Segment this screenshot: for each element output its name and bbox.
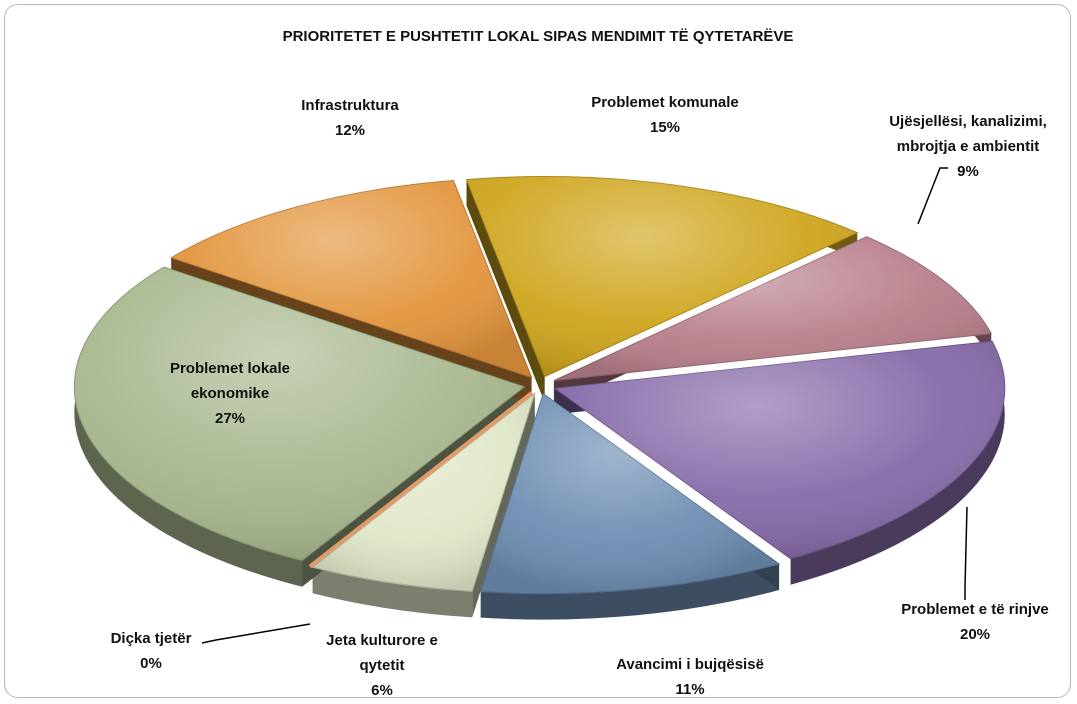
slice-label: Problemet lokale ekonomike 27%: [170, 360, 290, 427]
leader-line: [201, 623, 311, 644]
pie-slice-gloss: [171, 180, 532, 378]
slice-label: Problemet e të rinjve 20%: [901, 601, 1049, 643]
pie-slice: [308, 391, 534, 569]
pie-slice-wall: [472, 393, 535, 618]
pie-slice-gloss: [312, 393, 535, 592]
slice-percent: 15%: [650, 119, 680, 136]
slice-label: Avancimi i bujqësisë 11%: [616, 656, 764, 698]
slice-name: qytetit: [360, 657, 405, 674]
slice-percent: 11%: [675, 681, 704, 698]
slice-name: Diçka tjetër: [111, 630, 192, 647]
leader-line: [917, 167, 948, 225]
slice-percent: 0%: [140, 655, 162, 672]
pie-slice-wall: [466, 179, 545, 403]
slice-label: Ujësjellësi, kanalizimi, mbrojtja e ambie…: [889, 113, 1047, 180]
slice-percent: 9%: [957, 163, 979, 180]
slice-name: Problemet lokale: [170, 360, 290, 377]
slice-percent: 6%: [371, 682, 393, 699]
slice-label: Diçka tjetër 0%: [111, 630, 192, 672]
slice-name: Avancimi i bujqësisë: [616, 656, 764, 673]
slice-name: Problemet e të rinjve: [901, 601, 1049, 618]
slice-name: Jeta kulturore e: [326, 632, 438, 649]
leader-line: [964, 506, 968, 600]
slice-label: Infrastruktura 12%: [301, 97, 399, 139]
pie-slice-gloss: [554, 341, 1005, 559]
slice-percent: 20%: [960, 626, 990, 643]
slice-name: mbrojtja e ambientit: [897, 138, 1040, 155]
pie-slice-side: [312, 567, 473, 618]
pie-slice-gloss: [480, 393, 780, 594]
pie-slice-side: [790, 341, 1005, 585]
chart-title: PRIORITETET E PUSHTETIT LOKAL SIPAS MEND…: [283, 28, 794, 45]
slice-name: ekonomike: [191, 385, 269, 402]
pie-slice-gloss: [553, 236, 992, 381]
pie-slice-gloss: [466, 176, 858, 377]
slice-percent: 27%: [215, 410, 245, 427]
pie-slice-side: [74, 266, 303, 587]
slice-percent: 12%: [335, 122, 365, 139]
slice-name: Problemet komunale: [591, 94, 739, 111]
pie-slice-gloss: [74, 266, 525, 561]
pie-slice-side: [480, 563, 780, 620]
slice-label: Jeta kulturore e qytetit 6%: [326, 632, 438, 699]
slice-label: Problemet komunale 15%: [591, 94, 739, 136]
slice-name: Ujësjellësi, kanalizimi,: [889, 113, 1047, 130]
slice-name: Infrastruktura: [301, 97, 399, 114]
